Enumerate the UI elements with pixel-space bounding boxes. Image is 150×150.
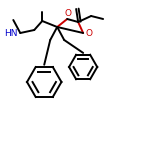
Text: HN: HN: [4, 30, 17, 39]
Text: O: O: [85, 30, 92, 39]
Text: O: O: [64, 9, 71, 18]
